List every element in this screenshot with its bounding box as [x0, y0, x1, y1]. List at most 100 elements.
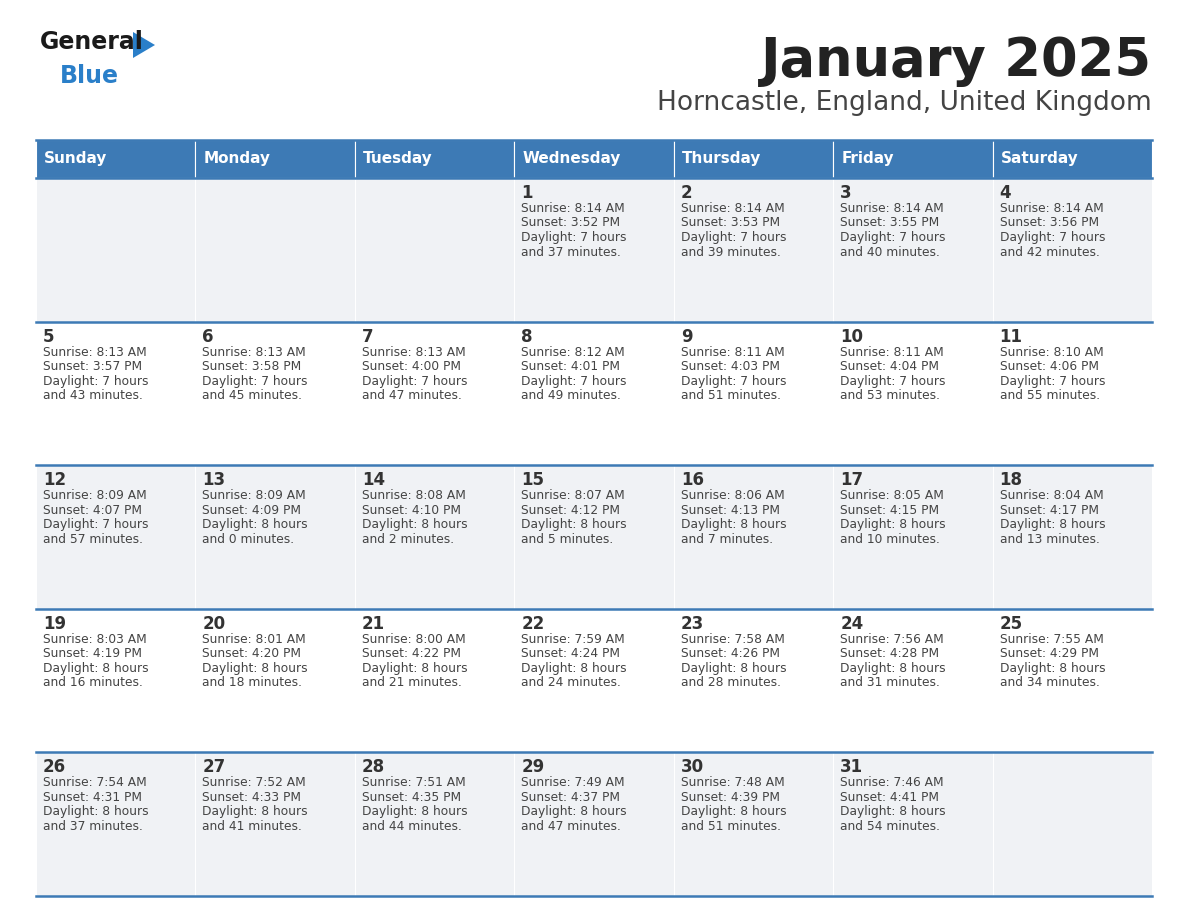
- Text: 17: 17: [840, 471, 864, 489]
- Text: and 40 minutes.: and 40 minutes.: [840, 245, 940, 259]
- Text: Sunrise: 7:54 AM: Sunrise: 7:54 AM: [43, 777, 147, 789]
- Bar: [992, 609, 1152, 753]
- Text: Daylight: 7 hours: Daylight: 7 hours: [999, 231, 1105, 244]
- Text: 28: 28: [362, 758, 385, 777]
- Text: Daylight: 8 hours: Daylight: 8 hours: [362, 662, 468, 675]
- Bar: [355, 465, 514, 609]
- Text: 18: 18: [999, 471, 1023, 489]
- Text: 23: 23: [681, 615, 704, 633]
- Bar: [36, 140, 196, 178]
- Text: Sunset: 4:15 PM: Sunset: 4:15 PM: [840, 504, 940, 517]
- Text: Sunset: 4:29 PM: Sunset: 4:29 PM: [999, 647, 1099, 660]
- Text: Sunrise: 7:59 AM: Sunrise: 7:59 AM: [522, 633, 625, 645]
- Text: Sunset: 4:33 PM: Sunset: 4:33 PM: [202, 791, 302, 804]
- Text: Daylight: 7 hours: Daylight: 7 hours: [43, 375, 148, 387]
- Bar: [833, 321, 992, 465]
- Text: Sunset: 4:22 PM: Sunset: 4:22 PM: [362, 647, 461, 660]
- Bar: [36, 178, 196, 321]
- Text: Daylight: 7 hours: Daylight: 7 hours: [522, 231, 627, 244]
- Text: Sunrise: 8:03 AM: Sunrise: 8:03 AM: [43, 633, 147, 645]
- Bar: [674, 753, 833, 896]
- Bar: [355, 140, 514, 178]
- Text: Sunset: 3:56 PM: Sunset: 3:56 PM: [999, 217, 1099, 230]
- Text: Sunrise: 8:14 AM: Sunrise: 8:14 AM: [681, 202, 784, 215]
- Text: Sunrise: 8:00 AM: Sunrise: 8:00 AM: [362, 633, 466, 645]
- Text: Thursday: Thursday: [682, 151, 762, 166]
- Text: Blue: Blue: [61, 64, 119, 88]
- Text: Sunset: 4:01 PM: Sunset: 4:01 PM: [522, 360, 620, 373]
- Text: Daylight: 8 hours: Daylight: 8 hours: [840, 518, 946, 532]
- Text: 1: 1: [522, 184, 532, 202]
- Text: Sunrise: 8:11 AM: Sunrise: 8:11 AM: [840, 345, 944, 359]
- Text: 9: 9: [681, 328, 693, 345]
- Text: Wednesday: Wednesday: [523, 151, 620, 166]
- Text: Sunset: 4:13 PM: Sunset: 4:13 PM: [681, 504, 779, 517]
- Bar: [674, 140, 833, 178]
- Text: Sunset: 4:09 PM: Sunset: 4:09 PM: [202, 504, 302, 517]
- Text: 21: 21: [362, 615, 385, 633]
- Text: Daylight: 7 hours: Daylight: 7 hours: [362, 375, 467, 387]
- Polygon shape: [133, 32, 154, 58]
- Text: Saturday: Saturday: [1000, 151, 1079, 166]
- Bar: [514, 753, 674, 896]
- Text: 6: 6: [202, 328, 214, 345]
- Text: 11: 11: [999, 328, 1023, 345]
- Bar: [992, 178, 1152, 321]
- Text: Daylight: 8 hours: Daylight: 8 hours: [202, 518, 308, 532]
- Text: Daylight: 8 hours: Daylight: 8 hours: [681, 518, 786, 532]
- Text: and 28 minutes.: and 28 minutes.: [681, 677, 781, 689]
- Bar: [674, 321, 833, 465]
- Text: and 57 minutes.: and 57 minutes.: [43, 532, 143, 545]
- Text: Daylight: 8 hours: Daylight: 8 hours: [43, 805, 148, 819]
- Text: 7: 7: [362, 328, 373, 345]
- Text: 13: 13: [202, 471, 226, 489]
- Text: Daylight: 7 hours: Daylight: 7 hours: [522, 375, 627, 387]
- Text: Sunset: 3:55 PM: Sunset: 3:55 PM: [840, 217, 940, 230]
- Text: 22: 22: [522, 615, 544, 633]
- Text: Sunrise: 8:01 AM: Sunrise: 8:01 AM: [202, 633, 307, 645]
- Bar: [196, 321, 355, 465]
- Text: Daylight: 8 hours: Daylight: 8 hours: [202, 805, 308, 819]
- Text: and 2 minutes.: and 2 minutes.: [362, 532, 454, 545]
- Text: and 47 minutes.: and 47 minutes.: [522, 820, 621, 833]
- Text: Sunset: 4:31 PM: Sunset: 4:31 PM: [43, 791, 143, 804]
- Text: 20: 20: [202, 615, 226, 633]
- Text: Daylight: 8 hours: Daylight: 8 hours: [522, 518, 627, 532]
- Bar: [833, 609, 992, 753]
- Text: Daylight: 8 hours: Daylight: 8 hours: [999, 662, 1105, 675]
- Text: Sunset: 4:07 PM: Sunset: 4:07 PM: [43, 504, 143, 517]
- Text: Daylight: 7 hours: Daylight: 7 hours: [43, 518, 148, 532]
- Text: Sunset: 3:58 PM: Sunset: 3:58 PM: [202, 360, 302, 373]
- Text: and 51 minutes.: and 51 minutes.: [681, 389, 781, 402]
- Bar: [355, 321, 514, 465]
- Text: Daylight: 7 hours: Daylight: 7 hours: [840, 231, 946, 244]
- Text: and 47 minutes.: and 47 minutes.: [362, 389, 462, 402]
- Text: Sunrise: 8:13 AM: Sunrise: 8:13 AM: [43, 345, 147, 359]
- Text: 10: 10: [840, 328, 864, 345]
- Text: and 24 minutes.: and 24 minutes.: [522, 677, 621, 689]
- Text: Sunrise: 7:52 AM: Sunrise: 7:52 AM: [202, 777, 307, 789]
- Bar: [36, 753, 196, 896]
- Text: Sunrise: 8:11 AM: Sunrise: 8:11 AM: [681, 345, 784, 359]
- Bar: [833, 753, 992, 896]
- Bar: [355, 609, 514, 753]
- Text: 27: 27: [202, 758, 226, 777]
- Bar: [36, 465, 196, 609]
- Text: 15: 15: [522, 471, 544, 489]
- Text: Daylight: 8 hours: Daylight: 8 hours: [522, 805, 627, 819]
- Text: January 2025: January 2025: [762, 35, 1152, 87]
- Text: Sunset: 4:41 PM: Sunset: 4:41 PM: [840, 791, 940, 804]
- Text: 29: 29: [522, 758, 544, 777]
- Text: 24: 24: [840, 615, 864, 633]
- Bar: [514, 609, 674, 753]
- Text: and 37 minutes.: and 37 minutes.: [43, 820, 143, 833]
- Text: Sunrise: 8:06 AM: Sunrise: 8:06 AM: [681, 489, 784, 502]
- Text: Daylight: 8 hours: Daylight: 8 hours: [522, 662, 627, 675]
- Bar: [196, 178, 355, 321]
- Text: and 53 minutes.: and 53 minutes.: [840, 389, 940, 402]
- Bar: [514, 140, 674, 178]
- Text: Daylight: 8 hours: Daylight: 8 hours: [362, 518, 468, 532]
- Text: Sunset: 4:35 PM: Sunset: 4:35 PM: [362, 791, 461, 804]
- Text: Sunrise: 8:09 AM: Sunrise: 8:09 AM: [202, 489, 307, 502]
- Text: Sunrise: 8:14 AM: Sunrise: 8:14 AM: [840, 202, 944, 215]
